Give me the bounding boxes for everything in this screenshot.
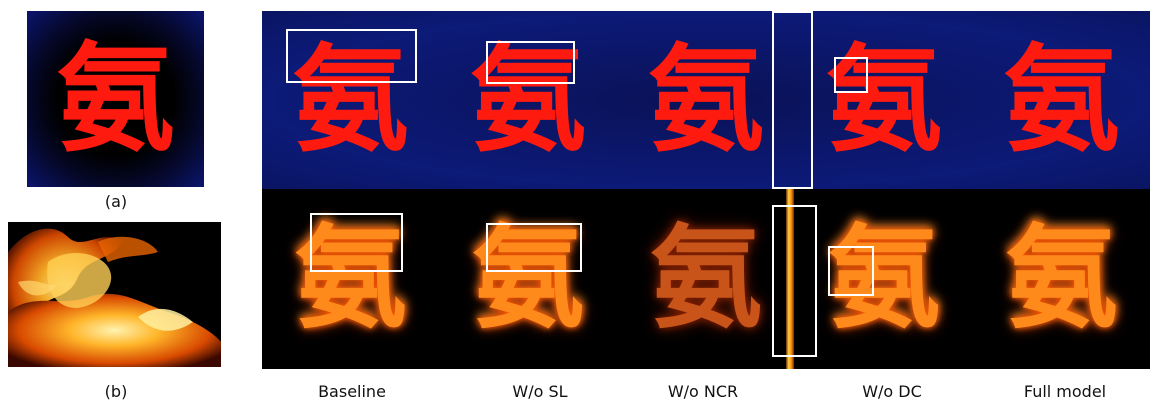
bottom-cell-full-model: 氨 [973, 189, 1150, 369]
top-glyph-wo-ncr: 氨 [648, 32, 764, 168]
bottom-row-background [262, 189, 1150, 369]
bottom-cell-wo-dc: 氨 [795, 189, 973, 369]
highlight-box-top-wo-dc [834, 57, 868, 93]
top-cell-wo-ncr: 氨 [617, 11, 795, 189]
bottom-glyph-baseline: 氨 [294, 213, 407, 344]
bottom-cell-wo-ncr: 氨 [617, 189, 795, 369]
top-cell-baseline: 氨 [262, 11, 439, 189]
bottom-glyph-wo-dc: 氨 [828, 213, 940, 344]
highlight-box-bottom-artifact [772, 205, 817, 357]
top-glyph-baseline: 氨 [292, 32, 409, 168]
panel-b-fire-texture [8, 222, 221, 367]
panel-b-caption: (b) [104, 382, 128, 401]
fire-texture-graphic [8, 222, 221, 367]
label-wo-dc: W/o DC [862, 382, 922, 401]
artifact-stripe [786, 189, 794, 369]
bottom-glyph-full-model: 氨 [1005, 213, 1118, 344]
label-wo-sl: W/o SL [512, 382, 568, 401]
highlight-box-top-baseline [286, 29, 417, 83]
bottom-cell-baseline: 氨 [262, 189, 439, 369]
highlight-box-bottom-wo-dc [828, 246, 874, 296]
bottom-glyph-wo-sl: 氨 [472, 213, 584, 344]
label-full-model: Full model [1023, 382, 1107, 401]
top-glyph-wo-dc: 氨 [826, 32, 942, 168]
top-row-background [262, 11, 1150, 189]
panel-a-caption: (a) [104, 192, 128, 211]
highlight-box-top-wo-sl [486, 41, 575, 84]
top-cell-wo-dc: 氨 [795, 11, 973, 189]
label-wo-ncr: W/o NCR [667, 382, 739, 401]
highlight-box-bottom-baseline [310, 213, 403, 272]
highlight-box-bottom-wo-sl [486, 223, 582, 272]
bottom-glyph-wo-ncr: 氨 [650, 213, 762, 344]
panel-a-glyph: 氨 [56, 29, 175, 168]
highlight-box-top-artifact [772, 11, 813, 189]
top-cell-wo-sl: 氨 [439, 11, 617, 189]
comparison-grid: 氨 氨 氨 氨 氨 氨 氨 氨 氨 氨 [262, 11, 1150, 369]
top-glyph-full-model: 氨 [1003, 32, 1120, 168]
bottom-cell-wo-sl: 氨 [439, 189, 617, 369]
panel-a-image: 氨 [27, 11, 204, 187]
top-cell-full-model: 氨 [973, 11, 1150, 189]
top-glyph-wo-sl: 氨 [470, 32, 586, 168]
label-baseline: Baseline [318, 382, 386, 401]
